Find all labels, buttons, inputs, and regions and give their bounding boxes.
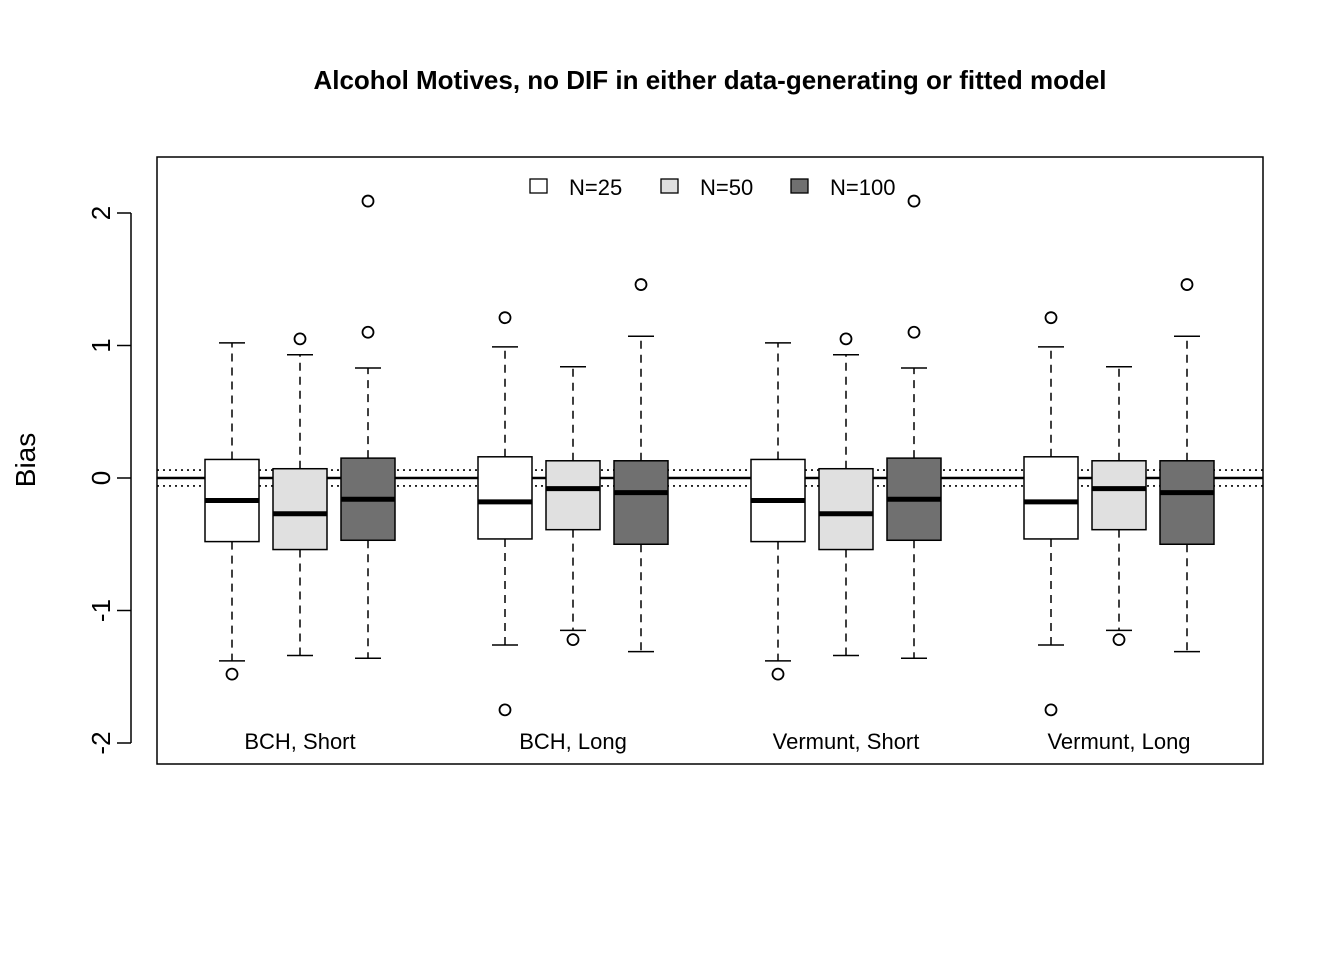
box-n100-outlier <box>1180 278 1194 291</box>
legend-swatch-n100 <box>790 178 809 194</box>
box-n100-outlier <box>361 194 375 208</box>
legend-label: N=25 <box>569 175 622 200</box>
box-n100-outlier <box>907 194 921 208</box>
box-n50-outlier <box>566 633 580 647</box>
box-n50-iqr <box>1091 460 1147 531</box>
y-tick-label: 1 <box>86 338 116 352</box>
legend-swatch-n25 <box>529 178 548 194</box>
legend-swatch-n50 <box>660 178 679 194</box>
box-n50-outlier <box>293 332 307 346</box>
legend-label: N=50 <box>700 175 753 200</box>
box-n25-outlier <box>225 667 239 681</box>
y-tick-label: -1 <box>86 599 116 622</box>
y-axis-label: Bias <box>10 433 41 487</box>
plot-area: -2 -1 0 1 2 BCH, Short BCH, Long Vermunt, Short… <box>86 175 1263 755</box>
box-n25-outlier <box>771 667 785 681</box>
box-n50-outlier <box>1112 633 1126 647</box>
group-label: BCH, Long <box>519 729 627 754</box>
box-n100-iqr <box>1159 460 1215 545</box>
box-n25-iqr <box>1023 456 1079 540</box>
box-n100-outlier <box>907 325 921 339</box>
box-n25-outlier <box>1044 703 1058 717</box>
box-n100-outlier <box>634 278 648 291</box>
box-n25-outlier <box>498 703 512 717</box>
box-n25-outlier <box>1044 311 1058 325</box>
box-n25-iqr <box>477 456 533 540</box>
legend-label: N=100 <box>830 175 895 200</box>
y-tick-label: 0 <box>86 471 116 485</box>
box-n25-outlier <box>498 311 512 325</box>
chart-title: Alcohol Motives, no DIF in either data-g… <box>313 65 1106 95</box>
plot-frame <box>156 156 1264 765</box>
group-label: Vermunt, Long <box>1047 729 1190 754</box>
box-n100-outlier <box>361 325 375 339</box>
y-tick-label: 2 <box>86 206 116 220</box>
group-label: BCH, Short <box>244 729 355 754</box>
box-n50-iqr <box>545 460 601 531</box>
box-n100-iqr <box>613 460 669 545</box>
box-n50-outlier <box>839 332 853 346</box>
box-n50-iqr <box>818 467 874 551</box>
box-n50-iqr <box>272 467 328 551</box>
y-tick-label: -2 <box>86 731 116 754</box>
group-label: Vermunt, Short <box>773 729 920 754</box>
